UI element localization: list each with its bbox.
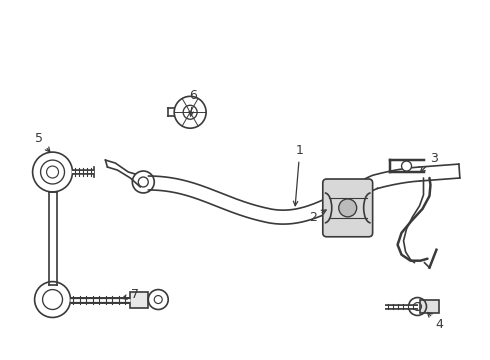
FancyBboxPatch shape xyxy=(419,300,440,314)
Text: 5: 5 xyxy=(35,132,50,152)
Circle shape xyxy=(401,161,412,171)
Circle shape xyxy=(339,199,357,217)
FancyBboxPatch shape xyxy=(130,292,148,307)
Text: 6: 6 xyxy=(189,89,197,116)
Text: 1: 1 xyxy=(294,144,304,206)
FancyBboxPatch shape xyxy=(323,179,372,237)
Text: 7: 7 xyxy=(122,288,139,301)
Text: 3: 3 xyxy=(420,152,439,172)
Text: 4: 4 xyxy=(427,312,443,331)
Text: 2: 2 xyxy=(309,210,326,224)
